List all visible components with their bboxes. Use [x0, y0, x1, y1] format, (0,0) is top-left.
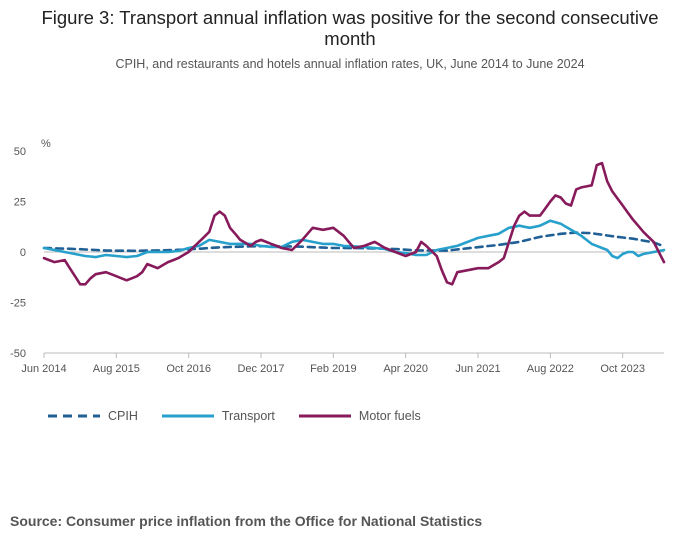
line-chart: 50 25 0 -25 -50 Jun 2014 Aug 2015 Oct 2016 Dec 2… — [10, 138, 666, 375]
legend-item-transport: Transport — [160, 407, 275, 425]
y-tick-label: 0 — [20, 247, 26, 259]
x-tick-label: Aug 2022 — [527, 363, 574, 375]
legend-swatch-motor-fuels — [298, 414, 351, 418]
legend-label-motor-fuels: Motor fuels — [358, 409, 421, 423]
legend-item-cpih: CPIH — [46, 407, 138, 425]
legend-label-cpih: CPIH — [108, 409, 138, 423]
x-tick-label: Aug 2015 — [93, 363, 140, 375]
chart-subtitle: CPIH, and restaurants and hotels annual … — [115, 57, 585, 71]
chart-axes: 50 25 0 -25 -50 Jun 2014 Aug 2015 Oct 2016 Dec 2… — [10, 146, 664, 375]
x-tick-label: Apr 2020 — [383, 363, 428, 375]
legend-swatch-transport — [161, 414, 214, 418]
x-tick-label: Dec 2017 — [237, 363, 284, 375]
y-tick-label: 25 — [14, 197, 26, 209]
x-tick-label: Oct 2016 — [166, 363, 211, 375]
y-axis-unit-label: % — [41, 138, 51, 150]
x-tick-label: Feb 2019 — [310, 363, 356, 375]
source-note: Source: Consumer price inflation from th… — [10, 513, 483, 529]
x-tick-label: Oct 2023 — [600, 363, 645, 375]
x-tick-label: Jun 2021 — [455, 363, 500, 375]
y-tick-label: -25 — [10, 298, 26, 310]
legend-swatch-cpih — [48, 414, 100, 418]
x-tick-label: Jun 2014 — [21, 363, 66, 375]
y-tick-label: 50 — [14, 146, 26, 158]
series-line-cpih — [42, 231, 666, 253]
legend-label-transport: Transport — [221, 409, 275, 423]
y-tick-label: -50 — [10, 348, 26, 360]
legend: CPIH Transport Motor fuels — [46, 407, 443, 425]
legend-item-motor-fuels: Motor fuels — [297, 407, 421, 425]
chart-title: Figure 3: Transport annual inflation was… — [41, 7, 659, 49]
series-line-motor-fuels — [42, 161, 666, 286]
chart-lines — [42, 161, 666, 286]
